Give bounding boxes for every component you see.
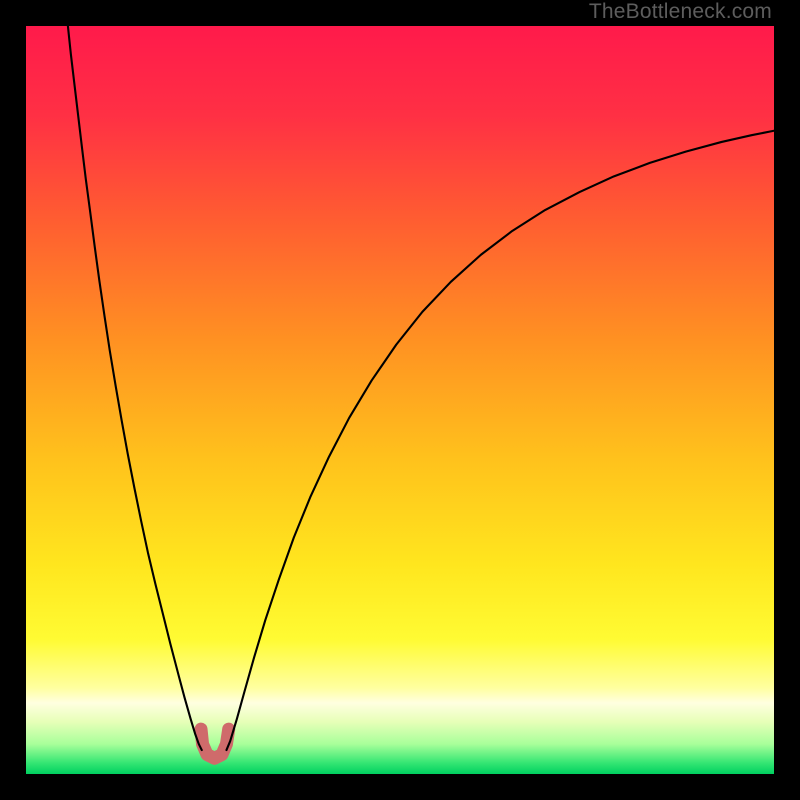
watermark-text: TheBottleneck.com	[589, 0, 772, 24]
figure-root: TheBottleneck.com	[0, 0, 800, 800]
gradient-background	[26, 26, 774, 774]
plot-area	[26, 26, 774, 774]
chart-svg	[26, 26, 774, 774]
